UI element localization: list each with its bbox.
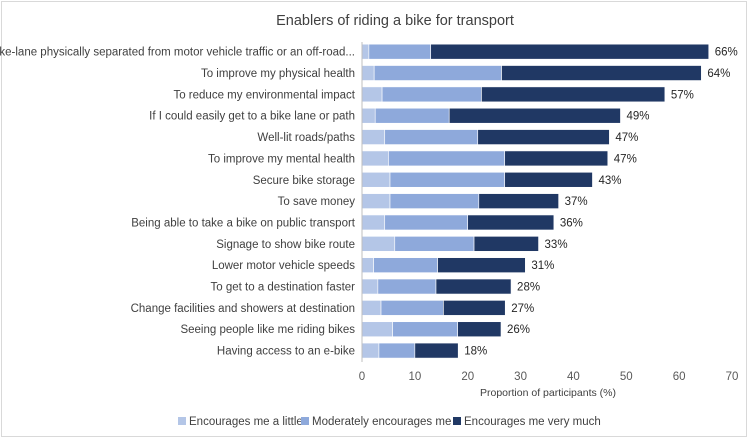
bar-segment-3 — [501, 65, 702, 81]
x-tick-label: 20 — [461, 371, 474, 383]
data-labels: 66% 64% 57% 49% 47% 47% 43% 37% 36% 33% 31% 28% 27% 2… — [464, 47, 738, 358]
bar-segment-1 — [361, 236, 396, 252]
data-label: 37% — [565, 196, 588, 208]
data-label: 64% — [707, 68, 730, 80]
x-tick-labels: 0 10 20 30 40 50 60 70 — [359, 371, 739, 383]
x-tick-label: 50 — [620, 371, 633, 383]
bar-segment-2 — [381, 86, 482, 103]
bar-segment-1 — [361, 321, 393, 338]
bar-segment-2 — [377, 278, 437, 295]
x-axis-label: Proportion of participants (%) — [480, 387, 616, 399]
data-label: 47% — [614, 153, 637, 165]
bar-segment-3 — [437, 257, 526, 273]
bar-segment-2 — [380, 300, 444, 316]
x-tick-label: 60 — [673, 371, 686, 383]
bar-segment-3 — [443, 300, 506, 316]
x-tick-label: 40 — [567, 371, 580, 383]
bar-segment-1 — [361, 129, 386, 145]
category-label: Signage to show bike route — [216, 239, 355, 251]
bar-segment-2 — [388, 150, 506, 167]
bar-segment-1 — [361, 278, 379, 295]
bar-segment-2 — [378, 342, 416, 359]
bar-segment-2 — [374, 107, 450, 124]
data-label: 18% — [464, 346, 487, 358]
bar-segment-2 — [384, 214, 469, 231]
bar-segment-1 — [361, 257, 374, 273]
data-label: 47% — [615, 132, 638, 144]
legend-label: Encourages me a little — [189, 416, 303, 428]
bar-segment-1 — [361, 193, 391, 209]
data-label: 66% — [715, 47, 738, 59]
bar-segment-2 — [373, 65, 502, 81]
bar-segment-3 — [467, 214, 555, 231]
category-label: To get to a destination faster — [211, 282, 356, 294]
bar-segment-3 — [504, 171, 593, 188]
x-tick-label: 10 — [408, 371, 421, 383]
bars — [361, 43, 710, 359]
bar-segment-1 — [361, 107, 376, 124]
legend-swatch — [453, 417, 461, 425]
bar-segment-3 — [430, 43, 710, 60]
bar-segment-2 — [373, 257, 438, 273]
data-label: 27% — [511, 303, 534, 315]
bar-segment-2 — [368, 43, 432, 60]
data-label: 26% — [507, 324, 530, 336]
category-label: Being able to take a bike on public tran… — [131, 217, 356, 229]
data-label: 33% — [545, 239, 568, 251]
legend-label: Moderately encourages me — [312, 416, 451, 428]
bar-segment-3 — [435, 278, 512, 295]
bar-segment-1 — [361, 43, 370, 60]
data-label: 28% — [517, 282, 540, 294]
bar-segment-3 — [481, 86, 666, 103]
bar-segment-1 — [361, 86, 383, 103]
bar-segment-2 — [384, 129, 479, 145]
bar-segment-3 — [504, 150, 609, 167]
data-label: 49% — [626, 111, 649, 123]
category-label: To improve my mental health — [208, 153, 355, 165]
category-label: Having access to an e-bike — [217, 346, 355, 358]
x-tick-label: 70 — [726, 371, 739, 383]
bar-segment-3 — [448, 107, 621, 124]
bar-segment-3 — [478, 193, 559, 209]
category-label: Change facilities and showers at destina… — [131, 303, 355, 315]
bar-segment-1 — [361, 214, 386, 231]
bar-segment-1 — [361, 300, 382, 316]
bar-segment-1 — [361, 65, 375, 81]
category-labels: Having a bike-lane physically separated … — [0, 47, 356, 358]
bar-segment-1 — [361, 150, 389, 167]
legend-swatch — [301, 417, 309, 425]
chart-title: Enablers of riding a bike for transport — [276, 13, 514, 29]
x-tick-label: 0 — [359, 371, 365, 383]
category-label: Secure bike storage — [253, 175, 355, 187]
bar-segment-3 — [473, 236, 539, 252]
category-label: To save money — [278, 196, 356, 208]
bar-segment-2 — [389, 193, 480, 209]
bar-segment-3 — [457, 321, 502, 338]
bar-segment-2 — [392, 321, 458, 338]
bar-segment-3 — [477, 129, 610, 145]
data-label: 36% — [560, 217, 583, 229]
category-label: Seeing people like me riding bikes — [180, 324, 355, 336]
category-label: Well-lit roads/paths — [257, 132, 355, 144]
legend: Encourages me a little Moderately encoura… — [178, 416, 601, 428]
bar-segment-2 — [389, 171, 506, 188]
data-label: 57% — [671, 89, 694, 101]
category-label: Lower motor vehicle speeds — [212, 260, 355, 272]
category-label: Having a bike-lane physically separated … — [0, 47, 355, 59]
bar-segment-1 — [361, 342, 380, 359]
legend-label: Encourages me very much — [464, 416, 601, 428]
category-label: If I could easily get to a bike lane or … — [149, 111, 355, 123]
legend-swatch — [178, 417, 186, 425]
data-label: 43% — [598, 175, 621, 187]
bar-segment-3 — [414, 342, 459, 359]
category-label: To reduce my environmental impact — [173, 89, 355, 101]
bar-segment-1 — [361, 171, 391, 188]
data-label: 31% — [531, 260, 554, 272]
x-tick-label: 30 — [514, 371, 527, 383]
category-label: To improve my physical health — [201, 68, 355, 80]
bar-segment-2 — [394, 236, 475, 252]
